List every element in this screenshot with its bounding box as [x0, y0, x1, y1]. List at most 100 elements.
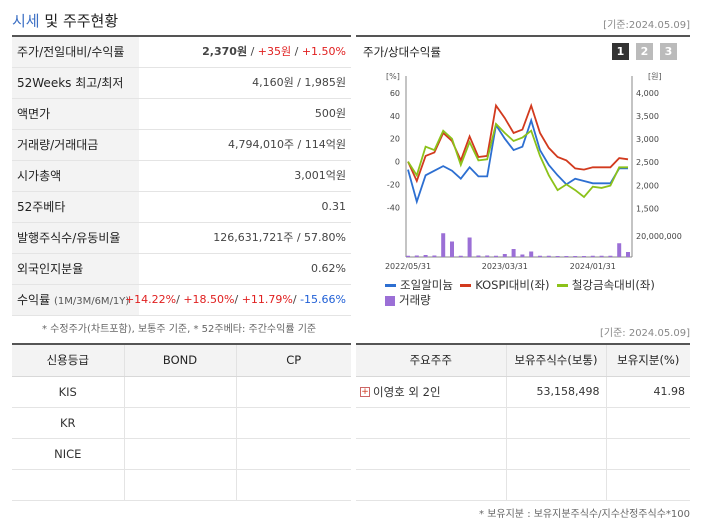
returns-label-sub: (1M/3M/6M/1Y) [53, 296, 130, 307]
volume-bar [502, 254, 507, 257]
volume-bar [485, 255, 490, 257]
empty-cell [356, 407, 507, 439]
market-table-top-line [12, 35, 351, 37]
empty-cell [356, 438, 507, 470]
table-row: NICE [12, 438, 351, 470]
holders-header-pct: 보유지분(%) [606, 345, 690, 377]
series-line-sector [407, 122, 628, 199]
empty-cell [506, 407, 607, 439]
basis-date: [기준:2024.05.09] [603, 20, 690, 31]
chart-legend: 조일알미늄 KOSPI대비(좌) 철강금속대비(좌) [385, 277, 655, 293]
series-line-stock [407, 117, 628, 205]
volume-bar [617, 243, 622, 257]
credit-agency: KIS [12, 376, 125, 408]
row-volume: 거래량/거래대금 4,794,010주 / 114억원 [12, 130, 351, 161]
row-label: 외국인지분율 [12, 254, 139, 284]
holders-note: * 보유지분 : 보유지분주식수/지수산정주식수*100 [479, 509, 690, 520]
volume-bar [555, 256, 560, 257]
expand-plus-icon[interactable]: + [360, 387, 370, 397]
series-line-kospi [407, 102, 629, 184]
credit-header-rating: 신용등급 [12, 345, 125, 377]
returns-label: 수익률 [17, 293, 51, 307]
row-beta: 52주베타 0.31 [12, 192, 351, 223]
left-tick-label: 60 [390, 89, 400, 98]
period-button-2[interactable]: 2 [636, 43, 653, 60]
volume-bar [450, 241, 454, 257]
legend-kospi: KOSPI대비(좌) [460, 278, 550, 292]
volume-bar [590, 255, 595, 257]
row-value: 2,370원 / +35원 / +1.50% [202, 37, 346, 67]
sep: / [292, 293, 301, 306]
legend-swatch-stock [385, 284, 396, 287]
row-label: 발행주식수/유동비율 [12, 223, 139, 253]
row-label: 거래량/거래대금 [12, 130, 139, 160]
row-value: 500원 [314, 107, 346, 120]
period-button-1[interactable]: 1 [612, 43, 629, 60]
row-value: 126,631,721주 / 57.80% [213, 231, 346, 244]
volume-bar [458, 255, 463, 257]
left-tick-label: 40 [390, 112, 400, 121]
volume-bar [564, 256, 569, 257]
chart-title: 주가/상대수익률 [363, 45, 441, 59]
holders-header-row: 주요주주 보유주식수(보통) 보유지분(%) [356, 345, 690, 377]
volume-bar [626, 252, 630, 257]
holder-name-cell: + 이영호 외 2인 [356, 376, 507, 408]
volume-bar [599, 255, 604, 257]
legend-stock: 조일알미늄 [385, 278, 453, 292]
volume-bar [441, 233, 446, 257]
row-value: 0.31 [321, 200, 347, 213]
volume-bar [406, 255, 410, 257]
table-row [12, 469, 351, 501]
legend-volume-label: 거래량 [399, 293, 431, 307]
credit-header-bond: BOND [124, 345, 237, 377]
bond-cell [124, 469, 237, 501]
cp-cell [236, 376, 351, 408]
volume-bar [573, 256, 578, 257]
legend-sector-label: 철강금속대비(좌) [571, 278, 655, 292]
row-label: 52주베타 [12, 192, 139, 222]
table-row: KIS [12, 376, 351, 408]
volume-bar [414, 255, 419, 257]
x-tick-label: 2023/03/31 [482, 262, 528, 271]
table-row [356, 407, 690, 439]
legend-kospi-label: KOSPI대비(좌) [475, 278, 550, 292]
row-market-cap: 시가총액 3,001억원 [12, 161, 351, 192]
holder-shares: 53,158,498 [506, 376, 607, 408]
holders-basis-date: [기준: 2024.05.09] [599, 328, 690, 339]
left-tick-label: -20 [387, 180, 400, 189]
empty-cell [606, 407, 690, 439]
credit-table-top-line [12, 343, 351, 345]
period-button-3[interactable]: 3 [660, 43, 677, 60]
holders-header-name: 주요주주 [356, 345, 507, 377]
volume-bar [494, 255, 498, 257]
price-change-rate: +1.50% [301, 45, 346, 58]
sep: / [176, 293, 184, 306]
sep: / [291, 45, 302, 58]
legend-stock-label: 조일알미늄 [400, 278, 453, 292]
page-title-rest: 및 주주현황 [39, 12, 119, 30]
return-1y: -15.66% [300, 293, 346, 306]
volume-bar [538, 255, 542, 257]
sep: / [247, 45, 258, 58]
bond-cell [124, 407, 237, 439]
legend-swatch-kospi [460, 284, 472, 287]
cp-cell [236, 438, 351, 470]
volume-bar [511, 249, 516, 257]
empty-cell [606, 438, 690, 470]
left-tick-label: 20 [390, 135, 400, 144]
legend-swatch-volume [385, 295, 395, 306]
table-row: KR [12, 407, 351, 439]
row-label: 52Weeks 최고/최저 [12, 68, 139, 98]
row-value: 4,794,010주 / 114억원 [227, 138, 346, 151]
bond-cell [124, 376, 237, 408]
volume-bar [520, 254, 525, 257]
row-label: 시가총액 [12, 161, 139, 191]
credit-agency [12, 469, 125, 501]
holder-name[interactable]: 이영호 외 2인 [373, 384, 441, 399]
left-axis-unit: [%] [386, 72, 400, 81]
holders-table-top-line [356, 343, 690, 345]
volume-bar [476, 255, 481, 257]
credit-rating-table: 신용등급 BOND CP KIS KR NICE [12, 345, 351, 501]
return-6m: +11.79% [241, 293, 293, 306]
holder-pct: 41.98 [606, 376, 690, 408]
